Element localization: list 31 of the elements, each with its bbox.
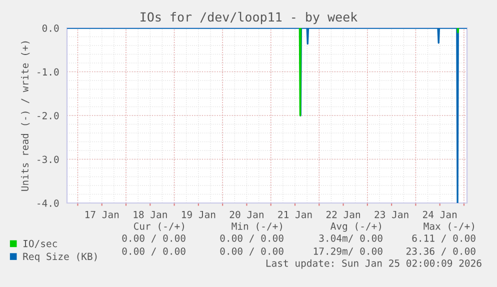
line-series	[67, 28, 467, 203]
y-tick-label: -4.0	[38, 200, 59, 207]
y-tick-label: -3.0	[38, 156, 59, 164]
legend-label: Req Size (KB)	[23, 252, 97, 262]
text: 6.11 / 0.00	[412, 234, 476, 243]
text: 0.00 / 0.00	[122, 247, 186, 256]
text: 3.04m/ 0.00	[319, 234, 382, 243]
x-tick-label: 22 Jan	[326, 210, 360, 218]
x-tick-label: 24 Jan	[423, 210, 457, 218]
legend-label: IO/sec	[24, 240, 57, 248]
text: 17.29m/ 0.00	[314, 247, 382, 256]
text: Max (-/+)	[424, 222, 474, 231]
text: Last update: Sun Jan 25 02:00:09 2026	[266, 259, 482, 269]
y-tick-label: -1.0	[38, 68, 59, 76]
x-tick-label: 17 Jan	[85, 210, 119, 218]
text: 0.00 / 0.00	[122, 234, 186, 243]
text: Cur (-/+)	[134, 222, 184, 231]
x-tick-label: 21 Jan	[278, 210, 312, 218]
y-axis-title: Units read (-) / write (+)	[20, 41, 30, 191]
y-tick-label: -2.0	[38, 112, 59, 120]
text: 0.00 / 0.00	[220, 247, 284, 256]
text: 0.00 / 0.00	[220, 234, 284, 243]
chart-title: IOs for /dev/loop11 - by week	[140, 12, 358, 24]
text: Avg (-/+)	[330, 222, 381, 232]
x-tick-label: 23 Jan	[374, 210, 408, 218]
x-tick-label: 20 Jan	[230, 210, 264, 218]
text: 23.36 / 0.00	[406, 247, 476, 256]
text: Min (-/+)	[232, 222, 282, 231]
y-tick-label: 0.0	[42, 24, 59, 32]
x-tick-label: 19 Jan	[182, 210, 216, 218]
x-tick-label: 18 Jan	[134, 210, 167, 218]
